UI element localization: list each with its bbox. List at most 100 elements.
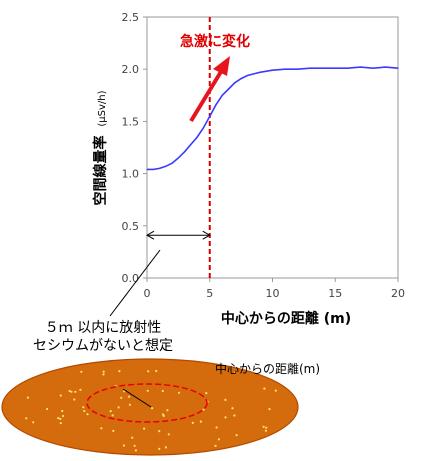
cesium-dot	[224, 416, 227, 419]
cesium-dot	[123, 390, 126, 393]
y-tick-label: 1.0	[122, 168, 140, 181]
cesium-dot	[133, 444, 136, 447]
cesium-dot	[57, 417, 60, 420]
cesium-dot	[128, 395, 131, 398]
data-point	[234, 82, 236, 84]
svg-text:空間線量率 (μSv/h): 空間線量率 (μSv/h)	[92, 90, 109, 205]
cesium-dot	[215, 426, 218, 429]
x-tick-label: 15	[328, 287, 342, 300]
data-point	[152, 168, 154, 171]
cesium-dot	[112, 429, 115, 432]
cesium-dot	[191, 421, 194, 424]
cesium-dot	[143, 427, 146, 430]
data-point	[359, 66, 361, 68]
data-point	[165, 165, 167, 167]
cesium-dot	[202, 408, 205, 411]
arrow-shaft	[189, 68, 224, 123]
cesium-dot	[26, 396, 29, 399]
assumption-text-line2: セシウムがないと想定	[33, 338, 173, 354]
dose-rate-curve	[147, 66, 399, 171]
cesium-dot	[166, 409, 169, 412]
cesium-dot	[158, 430, 161, 433]
data-point	[184, 151, 186, 153]
cesium-dot	[73, 398, 76, 401]
cesium-dot	[32, 421, 35, 424]
plot-frame	[146, 16, 399, 279]
cesium-dot	[199, 420, 202, 423]
data-point	[372, 67, 374, 69]
data-point	[246, 74, 248, 77]
cesium-dot	[155, 369, 158, 373]
cesium-dot	[128, 403, 131, 406]
cesium-dot	[214, 444, 217, 447]
cesium-dot	[61, 409, 64, 413]
data-point	[227, 88, 230, 90]
cesium-dot	[74, 390, 77, 393]
x-axis-ticks: 0 5 10 15 20	[144, 278, 405, 300]
assumption-text-line1: ５ｍ 以内に放射性	[45, 320, 161, 336]
arrow-head	[213, 56, 230, 76]
inner-exclusion-ring	[86, 383, 208, 423]
cesium-dot	[82, 406, 85, 409]
cesium-dot	[234, 371, 237, 374]
x-tick-label: 10	[266, 287, 280, 300]
data-point	[190, 143, 192, 145]
cesium-dot	[233, 414, 236, 417]
sudden-change-label: 急激に変化	[180, 33, 250, 50]
cesium-dot	[102, 370, 105, 373]
cesium-dot	[117, 406, 120, 409]
cesium-dot	[46, 407, 49, 411]
cesium-dot	[146, 389, 149, 392]
cesium-dot	[164, 446, 167, 449]
cesium-dot	[231, 407, 234, 410]
cesium-dot	[120, 396, 123, 399]
cesium-dot	[268, 408, 271, 411]
x-tick-label: 5	[206, 287, 213, 300]
cesium-dot	[217, 438, 220, 441]
data-point	[158, 167, 161, 169]
cesium-dot	[205, 392, 208, 395]
data-point	[322, 67, 324, 69]
contaminated-ground-illustration	[1, 358, 299, 456]
cesium-dot	[83, 409, 86, 413]
distance-caption: 中心からの距離(m)	[215, 361, 320, 376]
callout-leader-line	[109, 249, 161, 317]
cesium-dot	[25, 417, 28, 420]
cesium-dot	[263, 387, 266, 390]
data-point	[284, 68, 286, 70]
data-point	[309, 67, 311, 69]
cesium-dot	[265, 426, 268, 429]
y-tick-label: 0.5	[122, 220, 140, 233]
y-axis-ticks: 0.0 0.5 1.0 1.5 2.0 2.5	[122, 11, 147, 285]
data-point	[334, 67, 336, 69]
y-tick-label: 1.5	[122, 115, 140, 128]
range-marker	[145, 230, 211, 240]
cesium-dot	[59, 394, 62, 397]
cesium-dot	[167, 433, 170, 436]
data-point	[146, 168, 148, 171]
data-point	[297, 68, 299, 70]
range-arrowhead-left	[145, 230, 155, 240]
data-point	[177, 157, 179, 159]
cesium-dot	[59, 422, 62, 425]
cesium-dot	[224, 398, 227, 401]
cesium-dot	[109, 410, 112, 413]
data-point	[384, 66, 387, 68]
cesium-dot	[235, 434, 238, 437]
data-point	[397, 67, 399, 69]
cesium-dot	[158, 447, 161, 450]
y-axis-label: 空間線量率 (μSv/h)	[92, 90, 109, 205]
cesium-dot	[131, 436, 134, 439]
ground-ellipse	[1, 358, 299, 456]
cesium-dot	[177, 391, 181, 394]
data-point	[347, 67, 349, 69]
y-tick-label: 2.5	[122, 11, 140, 24]
x-tick-label: 20	[391, 287, 405, 300]
cesium-dot	[70, 390, 73, 393]
cesium-dot	[134, 449, 137, 452]
cesium-dot	[274, 389, 277, 392]
cesium-dot	[262, 425, 265, 428]
cesium-dot	[161, 389, 164, 393]
cesium-dot	[62, 414, 65, 418]
